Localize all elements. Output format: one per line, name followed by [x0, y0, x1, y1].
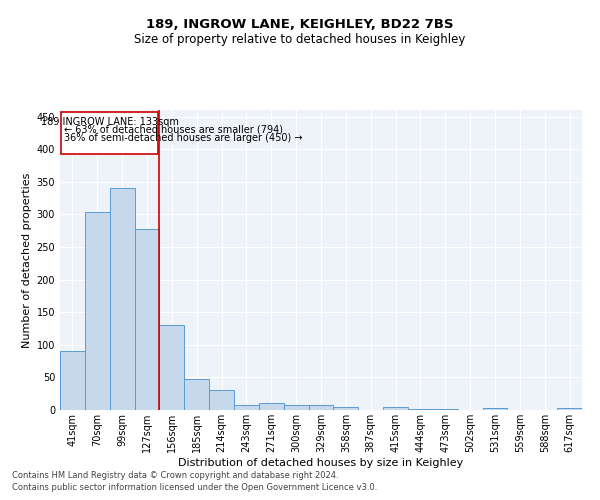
Bar	[209, 390, 234, 410]
Text: Contains public sector information licensed under the Open Government Licence v3: Contains public sector information licen…	[12, 484, 377, 492]
Bar	[482, 408, 508, 410]
Y-axis label: Number of detached properties: Number of detached properties	[22, 172, 32, 348]
Bar	[184, 380, 209, 410]
Bar	[284, 405, 308, 410]
Text: ← 63% of detached houses are smaller (794): ← 63% of detached houses are smaller (79…	[64, 125, 283, 135]
Bar	[234, 405, 259, 410]
Bar	[308, 405, 334, 410]
Text: 36% of semi-detached houses are larger (450) →: 36% of semi-detached houses are larger (…	[64, 134, 302, 143]
Bar	[134, 228, 160, 410]
Bar	[61, 112, 158, 154]
X-axis label: Distribution of detached houses by size in Keighley: Distribution of detached houses by size …	[178, 458, 464, 468]
Bar	[557, 408, 582, 410]
Bar	[408, 408, 433, 410]
Text: 189, INGROW LANE, KEIGHLEY, BD22 7BS: 189, INGROW LANE, KEIGHLEY, BD22 7BS	[146, 18, 454, 30]
Bar	[60, 352, 85, 410]
Bar	[110, 188, 134, 410]
Bar	[85, 212, 110, 410]
Text: Contains HM Land Registry data © Crown copyright and database right 2024.: Contains HM Land Registry data © Crown c…	[12, 471, 338, 480]
Bar	[334, 406, 358, 410]
Bar	[383, 408, 408, 410]
Bar	[259, 403, 284, 410]
Bar	[160, 325, 184, 410]
Text: 189 INGROW LANE: 133sqm: 189 INGROW LANE: 133sqm	[41, 117, 179, 127]
Text: Size of property relative to detached houses in Keighley: Size of property relative to detached ho…	[134, 32, 466, 46]
